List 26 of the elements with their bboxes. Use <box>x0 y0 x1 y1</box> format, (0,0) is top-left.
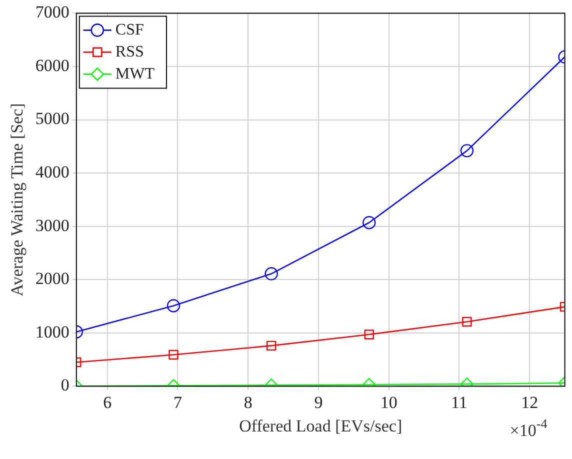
y-tick-label: 2000 <box>35 269 70 288</box>
y-tick-label: 6000 <box>35 56 70 75</box>
point <box>168 350 178 360</box>
x-tick-label: 8 <box>244 392 252 412</box>
y-tick-label: 0 <box>60 376 70 395</box>
y-axis-title: Average Waiting Time [Sec] <box>8 103 27 296</box>
point <box>364 330 374 340</box>
y-tick-label: 3000 <box>35 216 70 235</box>
x-axis-title: Offered Load [EVs/sec] <box>239 416 402 436</box>
y-tick-label: 1000 <box>35 322 70 342</box>
legend-label: CSF <box>115 21 144 38</box>
x-tick-label: 12 <box>521 392 538 412</box>
y-tick-label: 4000 <box>35 162 70 182</box>
x-tick-label: 9 <box>314 392 323 412</box>
point <box>362 216 376 230</box>
x-tick-label: 6 <box>103 392 112 412</box>
x-tick-label: 10 <box>380 392 398 412</box>
y-tick-label: 5000 <box>35 109 70 128</box>
legend-label: MWT <box>115 65 155 82</box>
legend-label: RSS <box>115 43 144 60</box>
point <box>166 299 180 312</box>
x-tick-label: 7 <box>173 392 182 412</box>
point <box>266 340 276 351</box>
y-tick-label: 7000 <box>35 2 70 22</box>
point <box>264 267 278 280</box>
x-tick-label: 11 <box>451 392 468 412</box>
